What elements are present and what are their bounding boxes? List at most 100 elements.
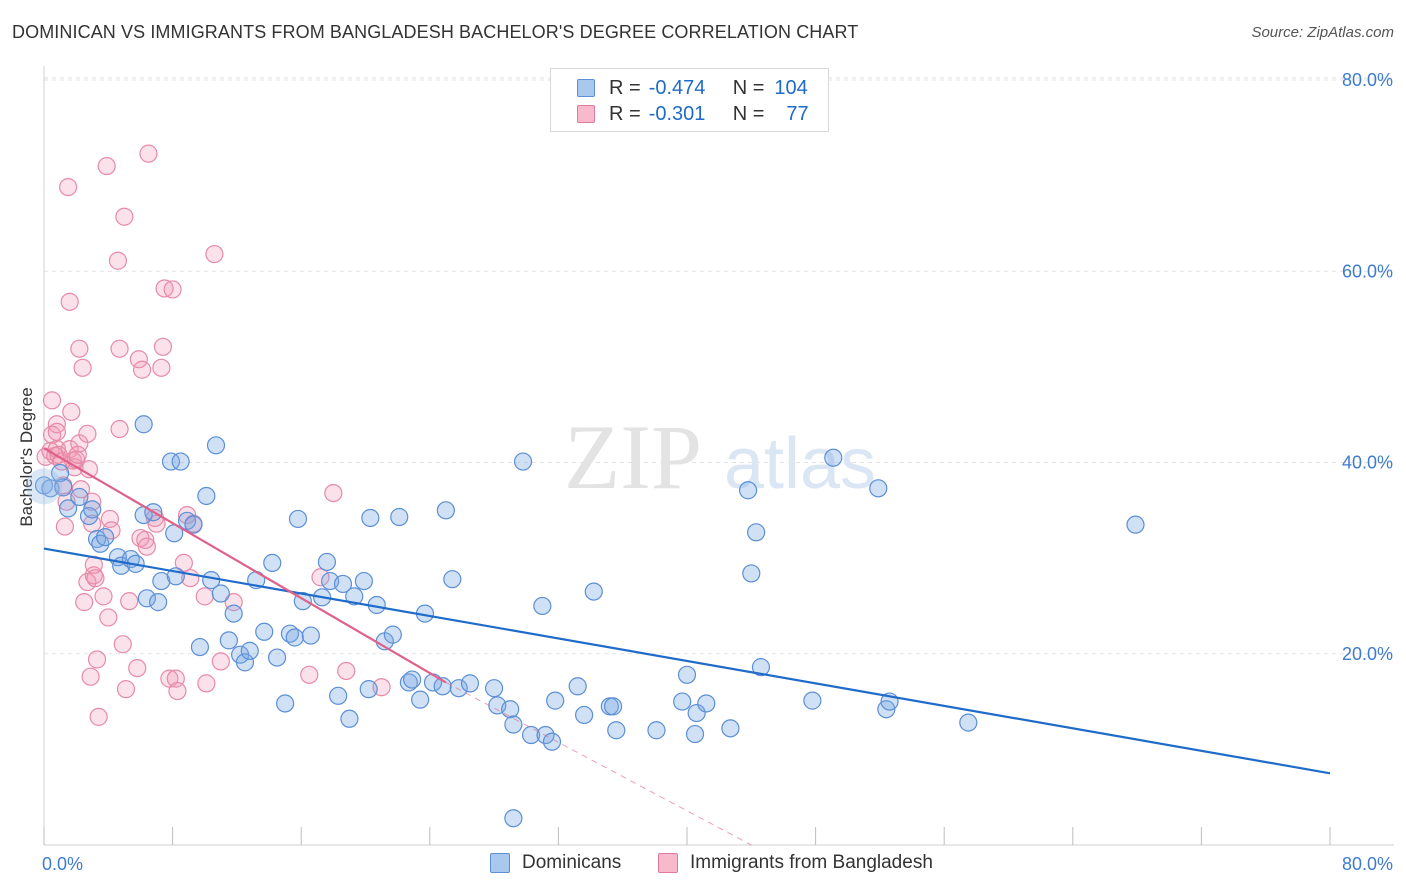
data-point-dominican [542, 732, 562, 751]
data-point-dominican [54, 478, 73, 497]
data-point-dominican [206, 436, 226, 455]
axes [43, 66, 1394, 846]
data-point-dominican [95, 527, 115, 547]
data-point-bangladesh [120, 592, 139, 611]
data-point-dominican [285, 628, 304, 647]
legend-text: Immigrants from Bangladesh [690, 852, 933, 873]
legend-text: Dominicans [522, 852, 622, 873]
data-point-bangladesh [97, 156, 116, 176]
data-point-dominican [568, 677, 587, 696]
data-point-bangladesh [113, 635, 132, 654]
data-point-dominican [263, 553, 282, 573]
data-point-bangladesh [42, 425, 62, 444]
data-point-bangladesh [129, 350, 148, 369]
data-point-dominican [443, 570, 462, 589]
legend-row-dominicans: R = -0.474 N = 104 [577, 76, 808, 100]
data-point-dominican [240, 641, 259, 660]
data-point-bangladesh [73, 358, 92, 377]
data-point-dominican [738, 481, 758, 500]
data-point-dominican [403, 670, 422, 689]
legend-swatch-blue [490, 853, 510, 873]
data-point-bangladesh [68, 445, 87, 464]
legend-item-dominicans[interactable]: Dominicans [490, 852, 621, 874]
data-point-dominican [575, 705, 594, 725]
data-point-dominican [267, 648, 287, 667]
data-point-bangladesh [110, 339, 129, 358]
data-point-bangladesh [110, 419, 129, 439]
data-point-dominican [152, 571, 171, 591]
data-point-bangladesh [139, 144, 158, 163]
data-point-dominican [190, 637, 210, 657]
data-point-bangladesh [59, 178, 78, 197]
legend-swatch-pink [658, 853, 678, 873]
data-point-bangladesh [163, 280, 182, 299]
data-point-bangladesh [99, 608, 118, 627]
data-point-bangladesh [70, 339, 89, 358]
watermark: ZIP atlas [564, 406, 876, 508]
data-point-dominican [184, 515, 203, 534]
data-point-dominican [697, 694, 716, 713]
data-point-bangladesh [136, 530, 155, 550]
data-point-dominican [504, 715, 523, 734]
legend-r-label: R = [609, 102, 641, 125]
y-tick-label: 80.0% [1342, 70, 1393, 90]
data-point-bangladesh [87, 650, 107, 669]
data-point-dominican [399, 673, 419, 692]
data-point-dominican [1126, 515, 1145, 534]
legend-r-label: R = [609, 76, 641, 99]
trend-line-bangladesh [43, 447, 447, 684]
data-point-bangladesh [205, 244, 224, 264]
x-tick-label-max: 80.0% [1342, 854, 1393, 874]
data-point-bangladesh [100, 509, 120, 529]
data-point-dominican [677, 665, 697, 684]
data-point-dominican [411, 690, 430, 709]
data-point-dominican [721, 719, 740, 738]
data-point-dominican [959, 713, 978, 732]
data-point-dominican [70, 487, 89, 507]
data-point-dominican [869, 479, 888, 498]
data-point-bangladesh [197, 674, 216, 693]
data-point-dominican [197, 486, 216, 506]
data-point-dominican [235, 653, 255, 672]
trend-lines [43, 447, 1331, 846]
data-point-bangladesh [94, 587, 113, 606]
data-point-bangladesh [147, 514, 166, 533]
data-point-bangladesh [42, 391, 62, 410]
y-tick-label: 20.0% [1342, 644, 1393, 664]
data-point-bangladesh [78, 424, 97, 443]
watermark-atlas: atlas [724, 424, 876, 504]
watermark-zip: ZIP [564, 406, 702, 508]
data-point-dominican [673, 692, 692, 711]
chart-title: DOMINICAN VS IMMIGRANTS FROM BANGLADESH … [12, 22, 859, 42]
data-point-dominican [485, 679, 504, 698]
data-point-bangladesh [324, 484, 343, 503]
data-point-dominican [504, 809, 523, 828]
legend-swatch-pink [577, 105, 595, 123]
data-point-bangladesh [81, 667, 100, 686]
data-point-bangladesh [47, 415, 66, 434]
data-point-dominican [276, 694, 295, 713]
data-point-bangladesh [86, 569, 105, 588]
data-point-bangladesh [132, 360, 152, 379]
data-point-bangladesh [195, 587, 214, 606]
bangladesh-points [36, 144, 391, 726]
legend-n-value: 77 [786, 102, 809, 125]
data-point-bangladesh [84, 566, 103, 585]
data-point-dominican [345, 587, 364, 606]
data-point-dominican [533, 596, 552, 616]
y-tick-label: 60.0% [1342, 261, 1393, 281]
data-point-bangladesh [47, 422, 66, 441]
data-point-dominican [171, 452, 190, 471]
data-point-dominican [361, 508, 380, 528]
data-point-bangladesh [89, 707, 108, 726]
data-point-dominican [50, 463, 70, 483]
data-point-bangladesh [153, 337, 173, 356]
legend-item-bangladesh[interactable]: Immigrants from Bangladesh [658, 852, 933, 874]
data-point-dominican [751, 658, 771, 677]
data-point-dominican [521, 725, 541, 745]
data-point-bangladesh [75, 593, 94, 612]
dominican-points [26, 415, 1145, 828]
data-point-bangladesh [300, 665, 319, 684]
trend-line-dominicans [43, 547, 1331, 775]
